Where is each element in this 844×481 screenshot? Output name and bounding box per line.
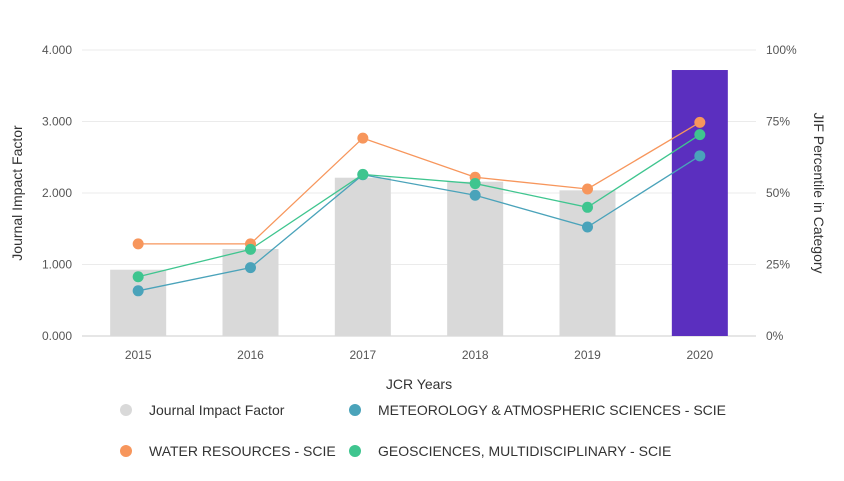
x-axis-ticks: 2015 2016 2017 2018 2019 2020 xyxy=(125,348,714,362)
series-0-point-2019[interactable] xyxy=(582,221,593,233)
y2-tick-label: 50% xyxy=(766,186,790,200)
x-tick-label: 2020 xyxy=(686,348,713,362)
y-tick-label: 0.000 xyxy=(42,329,72,343)
series-0-point-2020[interactable] xyxy=(694,150,706,162)
legend-label: GEOSCIENCES, MULTIDISCIPLINARY - SCIE xyxy=(378,443,672,459)
y-tick-label: 4.000 xyxy=(42,43,72,57)
series-2-point-2016[interactable] xyxy=(245,243,256,255)
series-line-2 xyxy=(138,134,701,278)
x-tick-label: 2017 xyxy=(349,348,376,362)
series-2-point-2015[interactable] xyxy=(132,271,144,283)
legend-marker xyxy=(120,445,132,457)
x-tick-label: 2015 xyxy=(125,348,152,362)
bar-2017[interactable] xyxy=(334,177,391,336)
jif-chart: 0.000 1.000 2.000 3.000 4.000 0% 25% 50% 75% 100… xyxy=(9,43,827,392)
x-tick-label: 2016 xyxy=(237,348,264,362)
legend-label: WATER RESOURCES - SCIE xyxy=(149,443,336,459)
series-1-point-2017[interactable] xyxy=(357,132,369,144)
y-tick-label: 1.000 xyxy=(42,258,72,272)
y2-tick-label: 75% xyxy=(766,115,790,129)
y-axis-ticks: 0.000 1.000 2.000 3.000 4.000 xyxy=(42,43,72,343)
series-lines xyxy=(132,116,706,297)
y-tick-label: 2.000 xyxy=(42,186,72,200)
series-1-point-2019[interactable] xyxy=(582,183,593,195)
y2-axis-ticks: 0% 25% 50% 75% 100% xyxy=(766,43,797,343)
grid-lines xyxy=(82,49,756,337)
series-1-point-2020[interactable] xyxy=(694,116,706,128)
legend-label: Journal Impact Factor xyxy=(149,402,285,418)
legend-marker xyxy=(349,445,361,457)
legend-item-geosciences[interactable]: GEOSCIENCES, MULTIDISCIPLINARY - SCIE xyxy=(349,443,671,459)
legend-marker xyxy=(349,404,361,416)
series-2-point-2019[interactable] xyxy=(582,201,593,213)
series-2-point-2020[interactable] xyxy=(694,129,706,141)
y2-axis-title: JIF Percentile in Category xyxy=(811,112,827,273)
bar-2018[interactable] xyxy=(447,181,504,336)
legend-item-jif[interactable]: Journal Impact Factor xyxy=(120,402,284,418)
legend-label: METEOROLOGY & ATMOSPHERIC SCIENCES - SCI… xyxy=(378,402,726,418)
series-2-point-2017[interactable] xyxy=(357,168,369,180)
series-2-point-2018[interactable] xyxy=(469,178,481,190)
x-tick-label: 2018 xyxy=(462,348,489,362)
series-1-point-2015[interactable] xyxy=(132,238,144,250)
bar-2016[interactable] xyxy=(222,248,279,336)
y2-tick-label: 100% xyxy=(766,43,797,57)
series-0-point-2016[interactable] xyxy=(245,262,256,274)
series-0-point-2018[interactable] xyxy=(469,189,481,201)
x-axis-title: JCR Years xyxy=(386,376,452,392)
legend-marker xyxy=(120,404,132,416)
series-0-point-2015[interactable] xyxy=(132,285,144,297)
legend-item-water-resources[interactable]: WATER RESOURCES - SCIE xyxy=(120,443,336,459)
bar-2020[interactable] xyxy=(671,70,728,337)
y2-tick-label: 0% xyxy=(766,329,784,343)
series-line-1 xyxy=(138,121,701,245)
legend-item-meteorology[interactable]: METEOROLOGY & ATMOSPHERIC SCIENCES - SCI… xyxy=(349,402,726,418)
bars xyxy=(110,70,728,337)
x-tick-label: 2019 xyxy=(574,348,601,362)
series-line-0 xyxy=(138,155,701,292)
y-axis-title: Journal Impact Factor xyxy=(9,125,25,261)
y2-tick-label: 25% xyxy=(766,258,790,272)
y-tick-label: 3.000 xyxy=(42,115,72,129)
